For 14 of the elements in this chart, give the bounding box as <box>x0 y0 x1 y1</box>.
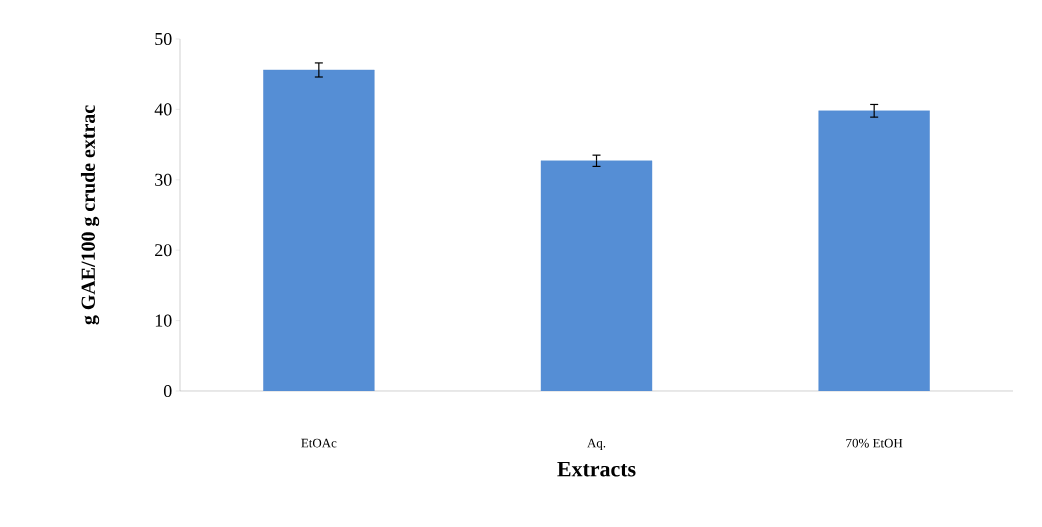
x-tick-label: 70% EtOH <box>846 438 903 448</box>
bar <box>263 69 375 391</box>
x-tick-label: Aq. <box>587 438 606 451</box>
x-axis-title: Extracts <box>557 461 636 477</box>
y-tick-label: 20 <box>155 244 172 257</box>
y-tick-label: 30 <box>155 173 172 186</box>
y-tick-label: 50 <box>155 32 172 46</box>
x-tick-label: EtOAc <box>301 438 337 448</box>
y-tick-label: 0 <box>163 384 172 398</box>
bar <box>818 110 930 391</box>
y-axis-title: g GAE/100 g crude extrac <box>80 105 100 325</box>
y-tick-label: 40 <box>154 103 172 116</box>
bar <box>540 160 653 391</box>
y-tick-label: 10 <box>155 314 172 327</box>
